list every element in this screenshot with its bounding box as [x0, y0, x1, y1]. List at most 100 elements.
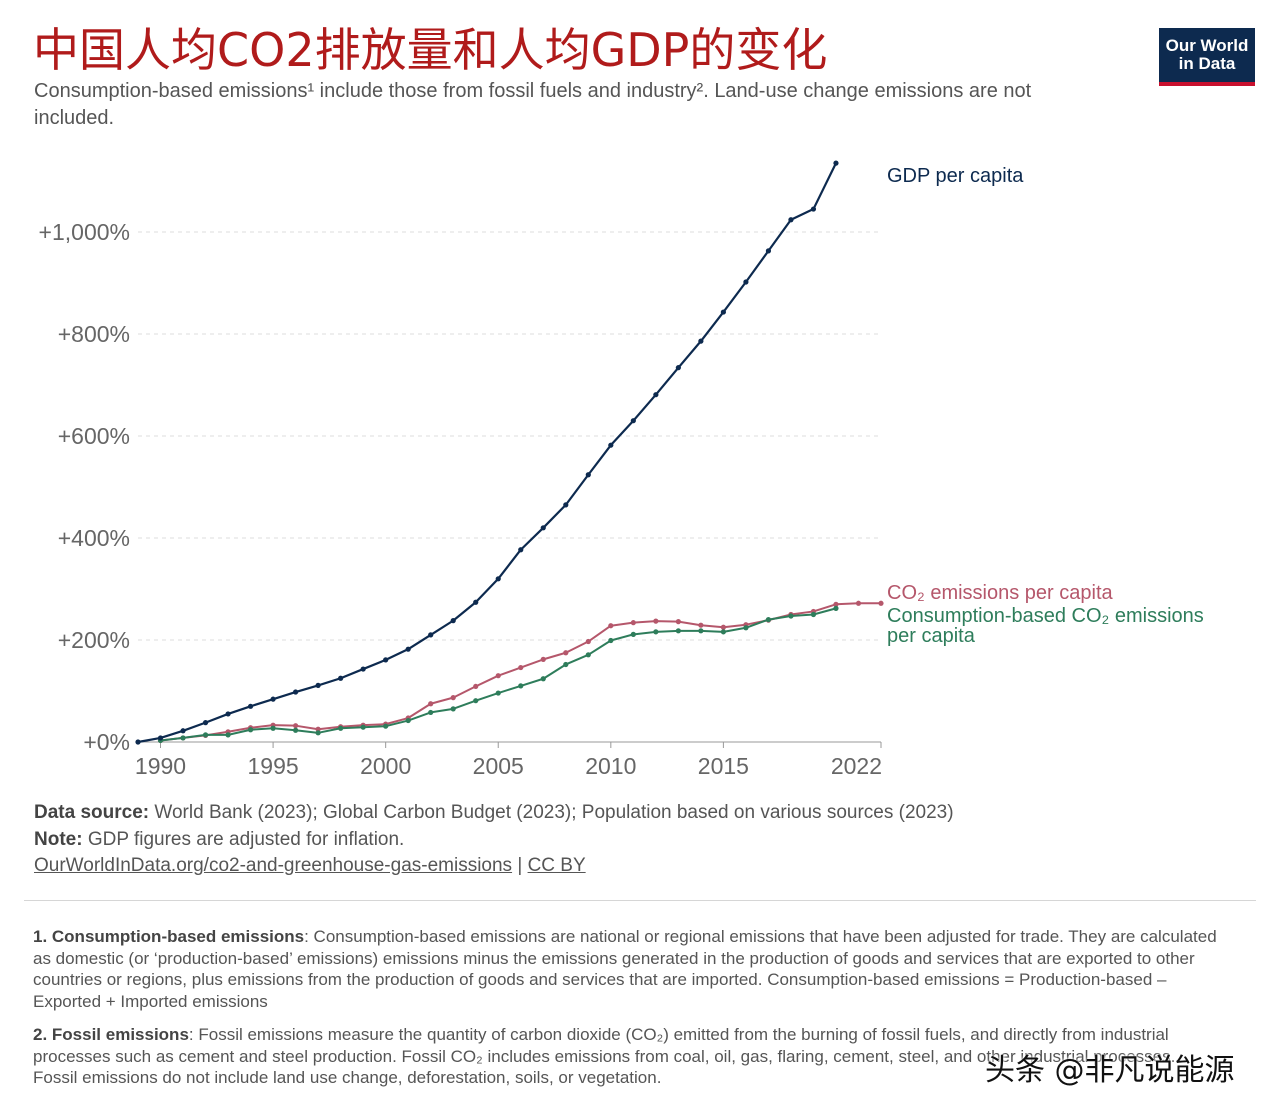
data-point — [405, 717, 411, 724]
series-label-1: CO₂ emissions per capita — [887, 582, 1114, 604]
data-point — [585, 652, 591, 658]
data-source-text: World Bank (2023); Global Carbon Budget … — [154, 802, 954, 823]
footnote-2: 2. Fossil emissions: Fossil emissions me… — [33, 1024, 1223, 1089]
data-point — [360, 724, 366, 730]
data-point — [765, 248, 772, 254]
data-point — [135, 739, 141, 745]
data-point — [518, 547, 524, 553]
data-point — [495, 673, 501, 679]
note-line: Note: GDP figures are adjusted for infla… — [34, 829, 404, 851]
data-point — [180, 735, 186, 741]
data-point — [675, 365, 681, 371]
data-point — [833, 160, 839, 166]
data-point — [653, 392, 659, 398]
data-point — [293, 689, 299, 695]
series-label-2: Consumption-based CO₂ emissions — [887, 605, 1204, 627]
data-source-line: Data source: World Bank (2023); Global C… — [34, 802, 954, 824]
y-tick-label: +400% — [58, 525, 130, 551]
logo-line-2: in Data — [1178, 54, 1236, 73]
data-point — [788, 217, 794, 223]
data-point — [270, 725, 276, 731]
footnote-1-text: : Consumption-based emissions are nation… — [33, 927, 1217, 1011]
data-point — [675, 628, 681, 634]
data-point — [428, 709, 434, 716]
footnote-1: 1. Consumption-based emissions: Consumpt… — [33, 926, 1223, 1012]
data-point — [428, 701, 434, 707]
data-point — [698, 338, 704, 344]
data-point — [202, 732, 209, 738]
data-point — [518, 683, 524, 689]
footnote-2-label: 2. Fossil emissions — [33, 1025, 189, 1044]
x-tick-label: 2010 — [585, 753, 636, 779]
link-separator: | — [517, 855, 523, 876]
series-label-0: GDP per capita — [887, 165, 1024, 187]
data-point — [473, 683, 479, 690]
data-point — [338, 675, 344, 681]
data-point — [675, 619, 681, 625]
data-point — [810, 206, 817, 212]
data-point — [202, 720, 209, 726]
data-point — [247, 703, 254, 709]
data-point — [157, 735, 164, 741]
data-point — [653, 618, 659, 624]
data-point — [225, 711, 231, 717]
license-link[interactable]: CC BY — [527, 855, 586, 876]
data-point — [585, 472, 591, 478]
data-point — [653, 629, 659, 635]
y-tick-label: +200% — [58, 627, 130, 653]
y-tick-label: +800% — [58, 321, 130, 347]
data-point — [428, 632, 434, 638]
series-line-0 — [137, 162, 837, 744]
data-point — [720, 624, 726, 630]
x-tick-label: 2005 — [473, 753, 524, 779]
link-line: OurWorldInData.org/co2-and-greenhouse-ga… — [34, 855, 586, 877]
data-point — [540, 676, 546, 682]
data-point — [608, 442, 614, 448]
chart-subtitle: Consumption-based emissions¹ include tho… — [34, 80, 1032, 129]
data-point — [765, 617, 772, 623]
data-point — [338, 725, 344, 731]
data-point — [720, 309, 726, 315]
data-point — [563, 502, 569, 508]
data-point — [833, 601, 839, 607]
data-point — [630, 418, 636, 424]
watermark: 头条 @非凡说能源 — [985, 1053, 1235, 1088]
footer-divider — [24, 900, 1256, 901]
logo-line-1: Our World — [1165, 36, 1249, 55]
data-point — [495, 576, 501, 582]
data-point — [315, 730, 321, 736]
note-text: GDP figures are adjusted for inflation. — [87, 829, 405, 850]
owid-logo[interactable]: Our World in Data — [1159, 28, 1255, 86]
data-point — [878, 600, 884, 606]
data-point — [473, 698, 479, 704]
data-point — [473, 599, 479, 605]
series-line-1 — [160, 602, 881, 742]
x-tick-label: 2000 — [360, 753, 411, 779]
x-tick-label: 2022 — [831, 753, 882, 779]
source-link[interactable]: OurWorldInData.org/co2-and-greenhouse-ga… — [34, 855, 513, 876]
data-point — [563, 661, 569, 668]
data-point — [743, 625, 749, 631]
data-point — [608, 623, 614, 629]
x-tick-label: 2015 — [698, 753, 749, 779]
data-point — [293, 723, 299, 729]
x-tick-label: 1990 — [135, 753, 186, 779]
footnote-1-label: 1. Consumption-based emissions — [33, 927, 305, 946]
data-point — [585, 638, 591, 645]
data-point — [540, 656, 546, 662]
data-point — [788, 613, 794, 619]
data-point — [833, 605, 839, 611]
data-point — [247, 727, 254, 733]
x-tick-label: 1995 — [248, 753, 299, 779]
data-point — [270, 696, 276, 702]
data-point — [810, 611, 817, 618]
data-point — [720, 629, 726, 635]
data-point — [360, 666, 366, 672]
footnote-2-text: : Fossil emissions measure the quantity … — [33, 1025, 1176, 1087]
data-point — [855, 600, 862, 606]
data-point — [225, 732, 231, 738]
data-point — [383, 657, 389, 663]
series-label-3: per capita — [887, 625, 976, 647]
data-point — [563, 650, 569, 656]
data-point — [608, 637, 614, 644]
